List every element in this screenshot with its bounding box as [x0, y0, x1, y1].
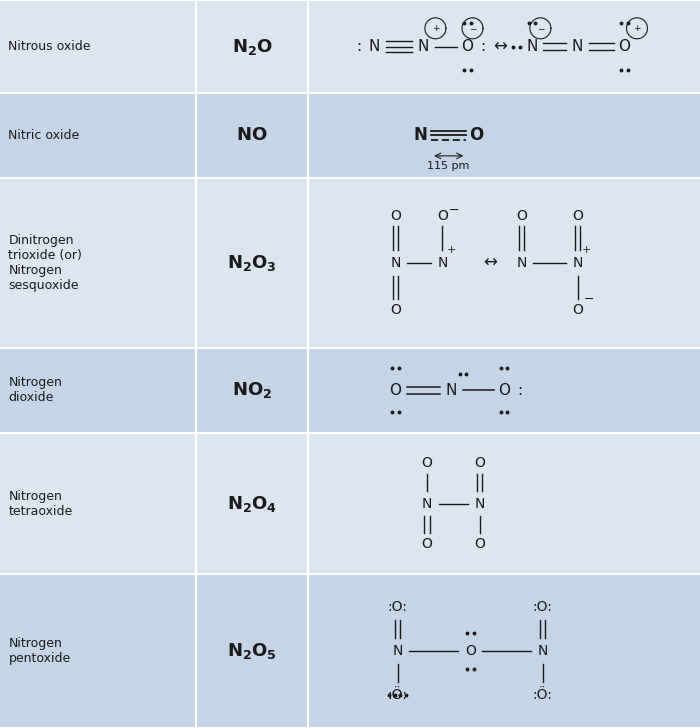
Text: N: N: [475, 496, 484, 510]
Text: ↔: ↔: [483, 254, 497, 272]
Text: O: O: [474, 537, 485, 550]
Text: :: :: [480, 39, 486, 54]
Bar: [0, 348, 700, 432]
Text: N: N: [393, 644, 402, 658]
Text: Nitrogen
pentoxide: Nitrogen pentoxide: [8, 637, 71, 665]
Text: ↔: ↔: [494, 38, 508, 55]
Text: 115 pm: 115 pm: [427, 161, 469, 171]
Text: O: O: [461, 39, 474, 54]
Text: O: O: [437, 208, 448, 223]
Bar: [0, 432, 700, 574]
Text: N: N: [391, 256, 400, 270]
Text: O: O: [389, 383, 402, 397]
Text: +: +: [432, 24, 439, 33]
Text: N: N: [573, 256, 582, 270]
Text: N: N: [438, 256, 447, 270]
Text: O: O: [516, 208, 527, 223]
Text: $\mathbf{N_2O_4}$: $\mathbf{N_2O_4}$: [227, 494, 277, 513]
Text: O: O: [465, 644, 476, 658]
Text: Nitrogen
tetraoxide: Nitrogen tetraoxide: [8, 489, 73, 518]
Text: −: −: [469, 24, 476, 33]
Text: N: N: [538, 644, 547, 658]
Text: O: O: [572, 303, 583, 317]
Text: Nitric oxide: Nitric oxide: [8, 129, 80, 142]
Text: N: N: [526, 39, 538, 54]
Text: O: O: [572, 208, 583, 223]
Bar: [0, 574, 700, 728]
Text: :O:: :O:: [388, 601, 407, 614]
Text: :Ö:: :Ö:: [388, 688, 407, 702]
Text: O: O: [390, 303, 401, 317]
Text: $\mathbf{N_2O_3}$: $\mathbf{N_2O_3}$: [227, 253, 277, 273]
Text: O: O: [618, 39, 631, 54]
Text: O: O: [421, 537, 433, 550]
Text: +: +: [447, 245, 456, 255]
Text: N: N: [446, 383, 457, 397]
Text: −: −: [583, 293, 594, 306]
Text: N: N: [369, 39, 380, 54]
Text: :: :: [356, 39, 362, 54]
Text: $\mathbf{N_2O_5}$: $\mathbf{N_2O_5}$: [227, 641, 277, 661]
Text: O: O: [474, 456, 485, 470]
Text: O: O: [498, 383, 510, 397]
Text: O: O: [421, 456, 433, 470]
Text: Nitrogen
dioxide: Nitrogen dioxide: [8, 376, 62, 404]
Text: −: −: [537, 24, 544, 33]
Bar: [0, 93, 700, 178]
Text: $\mathbf{N_2O}$: $\mathbf{N_2O}$: [232, 36, 272, 57]
Text: +: +: [582, 245, 591, 255]
Text: −: −: [449, 204, 459, 217]
Text: :Ö:: :Ö:: [533, 688, 552, 702]
Bar: [0, 0, 700, 93]
Text: N: N: [517, 256, 526, 270]
Text: N: N: [413, 127, 427, 144]
Text: +: +: [634, 24, 640, 33]
Text: O: O: [469, 127, 483, 144]
Text: Nitrous oxide: Nitrous oxide: [8, 40, 91, 53]
Text: N: N: [572, 39, 583, 54]
Text: O: O: [390, 208, 401, 223]
Text: N: N: [417, 39, 428, 54]
Text: :: :: [517, 383, 522, 397]
Text: Dinitrogen
trioxide (or)
Nitrogen
sesquoxide: Dinitrogen trioxide (or) Nitrogen sesquo…: [8, 234, 83, 292]
Text: :O:: :O:: [533, 601, 552, 614]
Bar: [0, 178, 700, 348]
Text: $\mathbf{NO}$: $\mathbf{NO}$: [237, 127, 267, 144]
Text: $\mathbf{NO_2}$: $\mathbf{NO_2}$: [232, 380, 272, 400]
Text: N: N: [422, 496, 432, 510]
